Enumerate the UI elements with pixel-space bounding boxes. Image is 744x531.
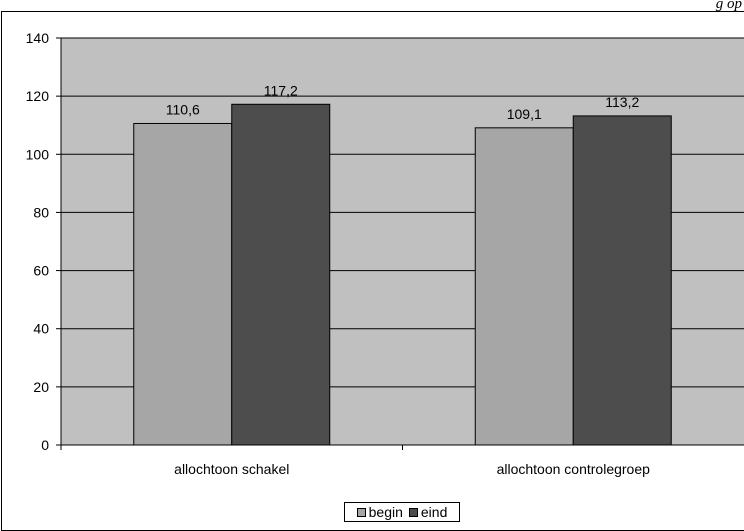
legend-swatch-eind bbox=[408, 507, 418, 517]
page-header-fragment: g op bbox=[715, 0, 742, 12]
bar-begin-2 bbox=[474, 127, 574, 446]
legend-item-eind: eind bbox=[408, 504, 448, 520]
legend-label-eind: eind bbox=[420, 504, 448, 520]
y-tick-label: 100 bbox=[26, 146, 50, 162]
y-tick-label: 20 bbox=[33, 379, 49, 395]
data-label-begin-1: 110,6 bbox=[166, 101, 200, 117]
y-tick-label: 120 bbox=[26, 88, 50, 104]
y-tick-label: 0 bbox=[41, 437, 49, 453]
legend: begin eind bbox=[344, 502, 460, 522]
bar-eind-2 bbox=[572, 115, 672, 446]
y-tick-label: 60 bbox=[33, 263, 49, 279]
legend-label-begin: begin bbox=[368, 504, 403, 520]
data-label-begin-2: 109,1 bbox=[507, 106, 542, 122]
data-label-eind-1: 117,2 bbox=[264, 82, 298, 98]
data-label-eind-2: 113,2 bbox=[605, 94, 639, 110]
x-category-label: allochtoon controlegroep bbox=[497, 461, 651, 477]
legend-item-begin: begin bbox=[356, 504, 403, 520]
y-tick-label: 140 bbox=[26, 30, 50, 46]
bar-begin-1 bbox=[133, 122, 233, 446]
y-tick-label: 80 bbox=[33, 204, 49, 220]
x-category-label: allochtoon schakel bbox=[174, 461, 289, 477]
legend-swatch-begin bbox=[356, 507, 366, 517]
y-tick-label: 40 bbox=[33, 321, 49, 337]
bar-eind-1 bbox=[231, 103, 331, 446]
